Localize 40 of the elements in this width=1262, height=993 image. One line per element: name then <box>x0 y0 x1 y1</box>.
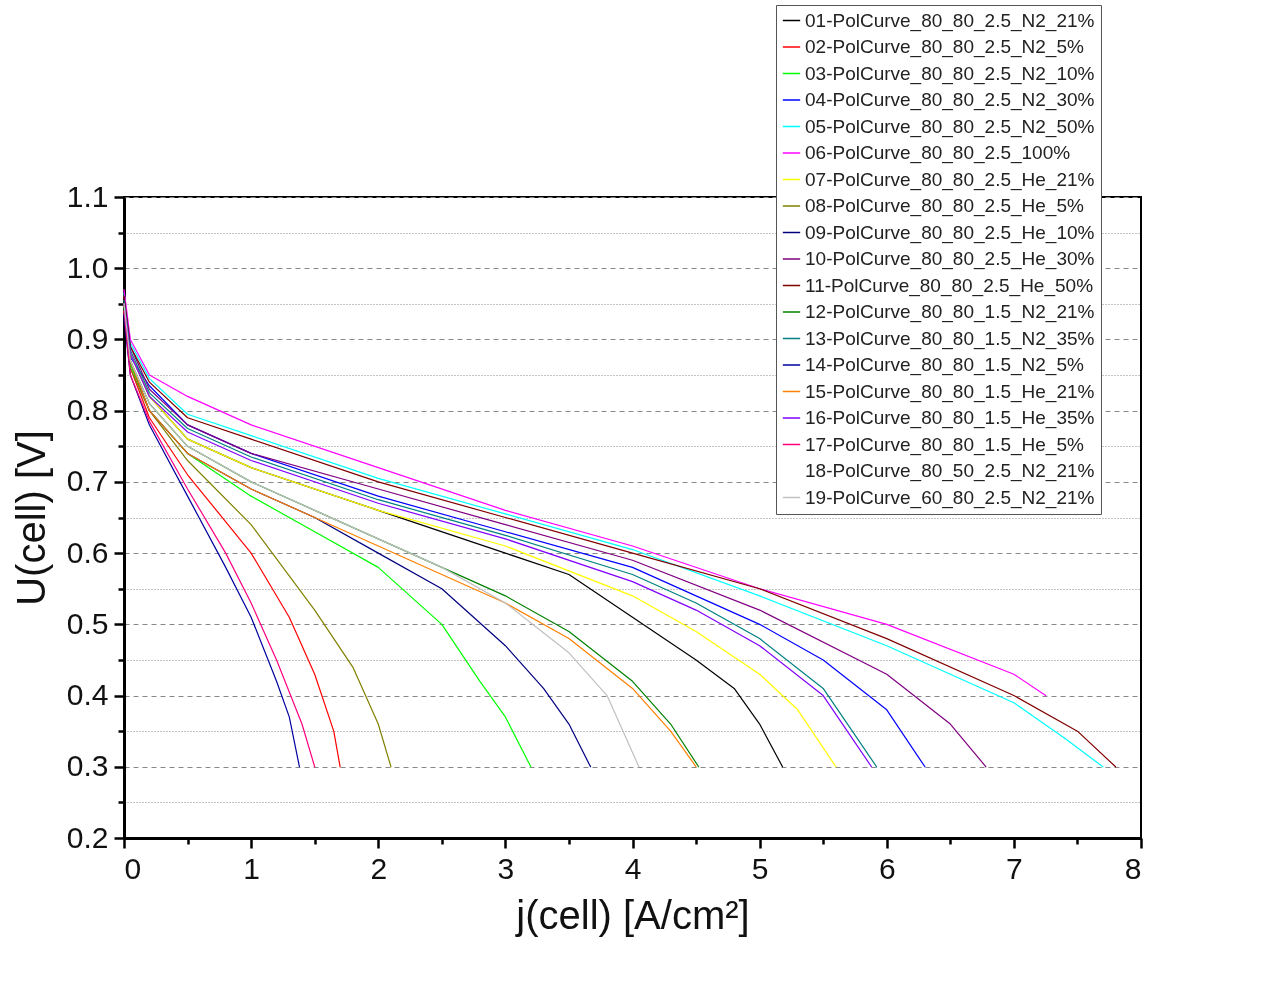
y-tick-label: 0.8 <box>66 393 109 427</box>
x-tick-label: 3 <box>497 851 515 885</box>
legend-label: 07-PolCurve_80_80_2.5_He_21% <box>805 168 1095 191</box>
legend-label: 01-PolCurve_80_80_2.5_N2_21% <box>805 9 1095 32</box>
y-tick-label: 0.2 <box>66 820 109 854</box>
legend-label: 05-PolCurve_80_80_2.5_N2_50% <box>805 115 1095 138</box>
text: 18-PolCurve_80_50_2.5_N2_21% <box>805 460 1095 482</box>
legend-label: 19-PolCurve_60_80_2.5_N2_21% <box>805 486 1095 509</box>
legend-label: 14-PolCurve_80_80_1.5_N2_5% <box>805 354 1084 376</box>
legend-label: 04-PolCurve_80_80_2.5_N2_30% <box>805 89 1095 111</box>
legend-label: 06-PolCurve_80_80_2.5_100% <box>805 142 1071 164</box>
legend-label: 02-PolCurve_80_80_2.5_N2_5% <box>805 36 1084 58</box>
legend-label: 13-PolCurve_80_80_1.5_N2_35% <box>805 327 1095 350</box>
legend-label: 08-PolCurve_80_80_2.5_He_5% <box>805 195 1084 217</box>
legend-label: 15-PolCurve_80_80_1.5_He_21% <box>805 380 1095 403</box>
legend-label: 17-PolCurve_80_80_1.5_He_5% <box>805 433 1084 456</box>
x-tick-label: 4 <box>624 851 642 885</box>
legend-label: 09-PolCurve_80_80_2.5_He_10% <box>805 221 1095 244</box>
legend-label: 03-PolCurve_80_80_2.5_N2_10% <box>805 62 1095 85</box>
y-axis-title: U(cell) [V] <box>8 430 53 606</box>
x-tick-label: 6 <box>878 851 896 885</box>
legend-label: 10-PolCurve_80_80_2.5_He_30% <box>805 248 1095 270</box>
y-tick-label: 1.0 <box>66 250 109 284</box>
legend-label: 11-PolCurve_80_80_2.5_He_50% <box>805 274 1094 297</box>
legend-label: 16-PolCurve_80_80_1.5_He_35% <box>805 407 1095 429</box>
y-tick-label: 1.1 <box>66 179 109 213</box>
x-tick-label: 7 <box>1006 851 1023 885</box>
y-tick-label: 0.3 <box>66 749 109 783</box>
y-tick-label: 0.4 <box>66 678 109 712</box>
y-tick-label: 0.5 <box>66 606 109 640</box>
x-tick-label: 2 <box>370 851 388 885</box>
y-tick-label: 0.6 <box>66 535 109 569</box>
y-tick-label: 0.9 <box>66 321 109 355</box>
y-tick-label: 0.7 <box>66 464 109 498</box>
legend-label: 12-PolCurve_80_80_1.5_N2_21% <box>805 301 1095 323</box>
x-tick-label: 0 <box>124 851 142 885</box>
x-tick-label: 5 <box>751 851 769 885</box>
x-axis-title: j(cell) [A/cm²] <box>515 892 750 937</box>
x-tick-label: 1 <box>243 851 260 885</box>
x-tick-label: 8 <box>1124 851 1142 885</box>
